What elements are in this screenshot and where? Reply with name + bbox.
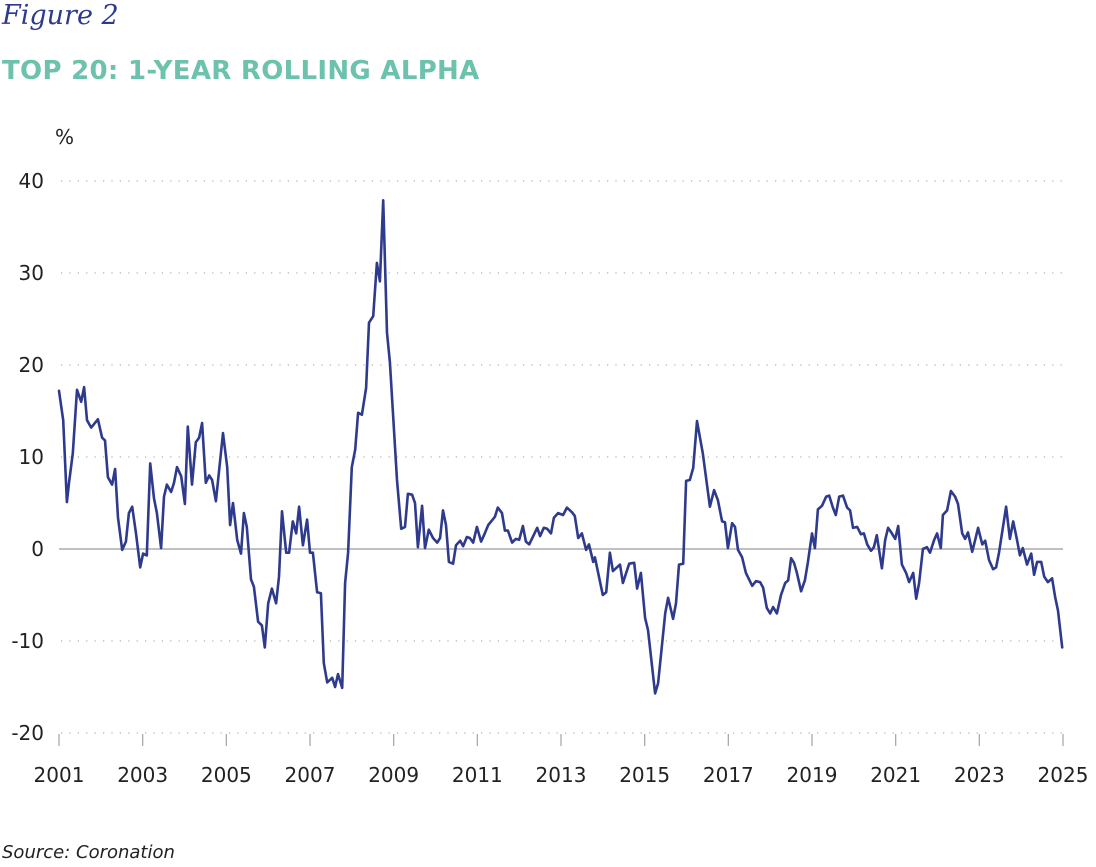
x-axis-ticks: 2001 2003 2005 2007 2009 2011 2013 2015 2017 2019…	[34, 734, 1089, 787]
y-axis-unit-label: %	[55, 125, 74, 149]
series-line	[57, 199, 1064, 695]
x-tick-label: 2017	[703, 763, 754, 787]
x-tick-label: 2011	[452, 763, 503, 787]
x-tick-label: 2021	[870, 763, 921, 787]
figure-label: Figure 2	[2, 0, 119, 31]
x-tick-label: 2001	[34, 763, 85, 787]
y-tick-label: 30	[19, 261, 44, 285]
x-tick-label: 2025	[1038, 763, 1089, 787]
y-tick-label: 0	[31, 537, 44, 561]
series-group	[57, 199, 1064, 695]
x-tick-label: 2003	[117, 763, 168, 787]
y-tick-label: 10	[19, 445, 44, 469]
x-tick-label: 2023	[954, 763, 1005, 787]
x-tick-label: 2009	[368, 763, 419, 787]
x-tick-label: 2015	[619, 763, 670, 787]
gridlines	[59, 180, 1063, 734]
x-tick-label: 2007	[285, 763, 336, 787]
x-tick-label: 2005	[201, 763, 252, 787]
y-tick-label: -20	[11, 721, 44, 745]
source-note: Source: Coronation	[2, 842, 175, 863]
chart-title: TOP 20: 1-YEAR ROLLING ALPHA	[2, 56, 480, 86]
x-tick-label: 2019	[787, 763, 838, 787]
y-tick-label: 20	[19, 353, 44, 377]
y-axis-ticks: 40 30 20 10 0 -10 -20	[11, 169, 44, 745]
y-tick-label: 40	[19, 169, 44, 193]
y-tick-label: -10	[11, 629, 44, 653]
x-tick-label: 2013	[536, 763, 587, 787]
